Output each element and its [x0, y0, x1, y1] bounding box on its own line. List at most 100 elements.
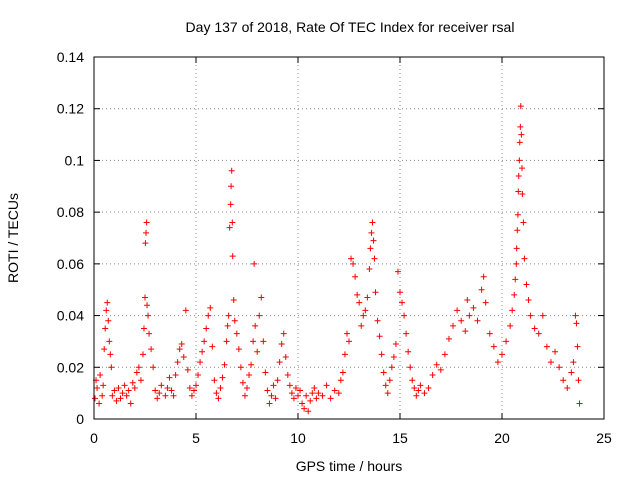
- data-point: [154, 395, 161, 402]
- y-tick-label: 0.12: [57, 101, 84, 117]
- data-point: [454, 307, 461, 314]
- plot-frame: [93, 56, 605, 420]
- data-point: [103, 307, 110, 314]
- data-point: [237, 364, 244, 371]
- data-point: [539, 312, 546, 319]
- data-point: [284, 372, 291, 379]
- data-point: [371, 255, 378, 262]
- data-point: [104, 299, 111, 306]
- data-point: [197, 359, 204, 366]
- data-point: [203, 325, 210, 332]
- data-point: [262, 369, 269, 376]
- data-point: [290, 395, 297, 402]
- data-point: [445, 335, 452, 342]
- data-point: [268, 392, 275, 399]
- data-point: [552, 348, 559, 355]
- data-point: [215, 395, 222, 402]
- data-point: [513, 260, 520, 267]
- data-point: [221, 361, 228, 368]
- data-point: [309, 390, 316, 397]
- data-point: [113, 397, 120, 404]
- data-point: [360, 312, 367, 319]
- data-point: [411, 384, 418, 391]
- data-point: [474, 317, 481, 324]
- data-point: [256, 312, 263, 319]
- data-point: [450, 322, 457, 329]
- data-point: [280, 330, 287, 337]
- x-tick-label: 0: [90, 430, 98, 446]
- data-point: [313, 395, 320, 402]
- data-point: [102, 325, 109, 332]
- data-point: [305, 408, 312, 415]
- x-tick-label: 25: [596, 430, 612, 446]
- data-point: [286, 382, 293, 389]
- data-point: [499, 351, 505, 358]
- data-point: [227, 201, 234, 208]
- data-point: [509, 307, 516, 314]
- data-point: [107, 351, 114, 358]
- data-point: [521, 255, 528, 262]
- x-axis-label: GPS time / hours: [296, 458, 403, 474]
- data-point: [117, 395, 124, 402]
- data-point: [213, 390, 220, 397]
- data-point: [556, 364, 563, 371]
- data-point: [520, 219, 527, 226]
- data-point: [140, 325, 147, 332]
- data-point: [513, 245, 520, 252]
- data-point: [239, 379, 246, 386]
- data-point: [575, 377, 582, 384]
- data-point: [392, 341, 399, 348]
- data-point: [101, 346, 108, 353]
- data-point: [229, 253, 236, 260]
- data-points: [92, 103, 583, 415]
- data-point: [148, 346, 155, 353]
- data-point: [301, 405, 308, 412]
- data-point: [142, 240, 149, 247]
- data-point: [315, 390, 322, 397]
- data-point: [462, 328, 469, 335]
- y-tick-label: 0.08: [57, 204, 84, 220]
- data-point: [516, 157, 523, 164]
- data-point: [111, 387, 118, 394]
- data-point: [311, 384, 318, 391]
- data-point: [403, 330, 410, 337]
- data-point: [518, 131, 525, 138]
- data-point: [370, 237, 377, 244]
- data-point: [494, 359, 501, 366]
- data-point: [158, 382, 165, 389]
- data-point: [523, 281, 530, 288]
- data-point: [108, 364, 115, 371]
- y-tick-label: 0: [76, 411, 84, 427]
- data-point: [480, 273, 487, 280]
- data-point: [94, 384, 101, 391]
- data-point: [437, 366, 444, 373]
- data-point: [341, 351, 348, 358]
- data-point: [386, 377, 393, 384]
- data-point: [516, 139, 523, 146]
- data-point: [458, 317, 465, 324]
- y-tick-label: 0.04: [57, 308, 84, 324]
- data-point: [144, 302, 151, 309]
- data-point: [352, 273, 359, 280]
- data-point: [244, 384, 250, 391]
- data-point: [230, 297, 237, 304]
- data-point: [362, 307, 369, 314]
- data-point: [190, 387, 197, 394]
- data-point: [251, 260, 258, 267]
- data-point: [228, 183, 235, 190]
- data-point: [231, 317, 238, 324]
- data-point: [292, 384, 299, 391]
- data-point: [219, 374, 226, 381]
- data-point: [378, 351, 385, 358]
- data-point: [374, 317, 381, 324]
- data-point: [295, 392, 301, 399]
- y-tick-label: 0.1: [65, 152, 85, 168]
- data-point: [150, 364, 157, 371]
- data-point: [346, 338, 352, 345]
- data-point: [96, 400, 103, 407]
- data-point: [576, 400, 583, 407]
- data-point: [394, 268, 401, 275]
- data-point: [382, 382, 389, 389]
- data-point: [225, 312, 232, 319]
